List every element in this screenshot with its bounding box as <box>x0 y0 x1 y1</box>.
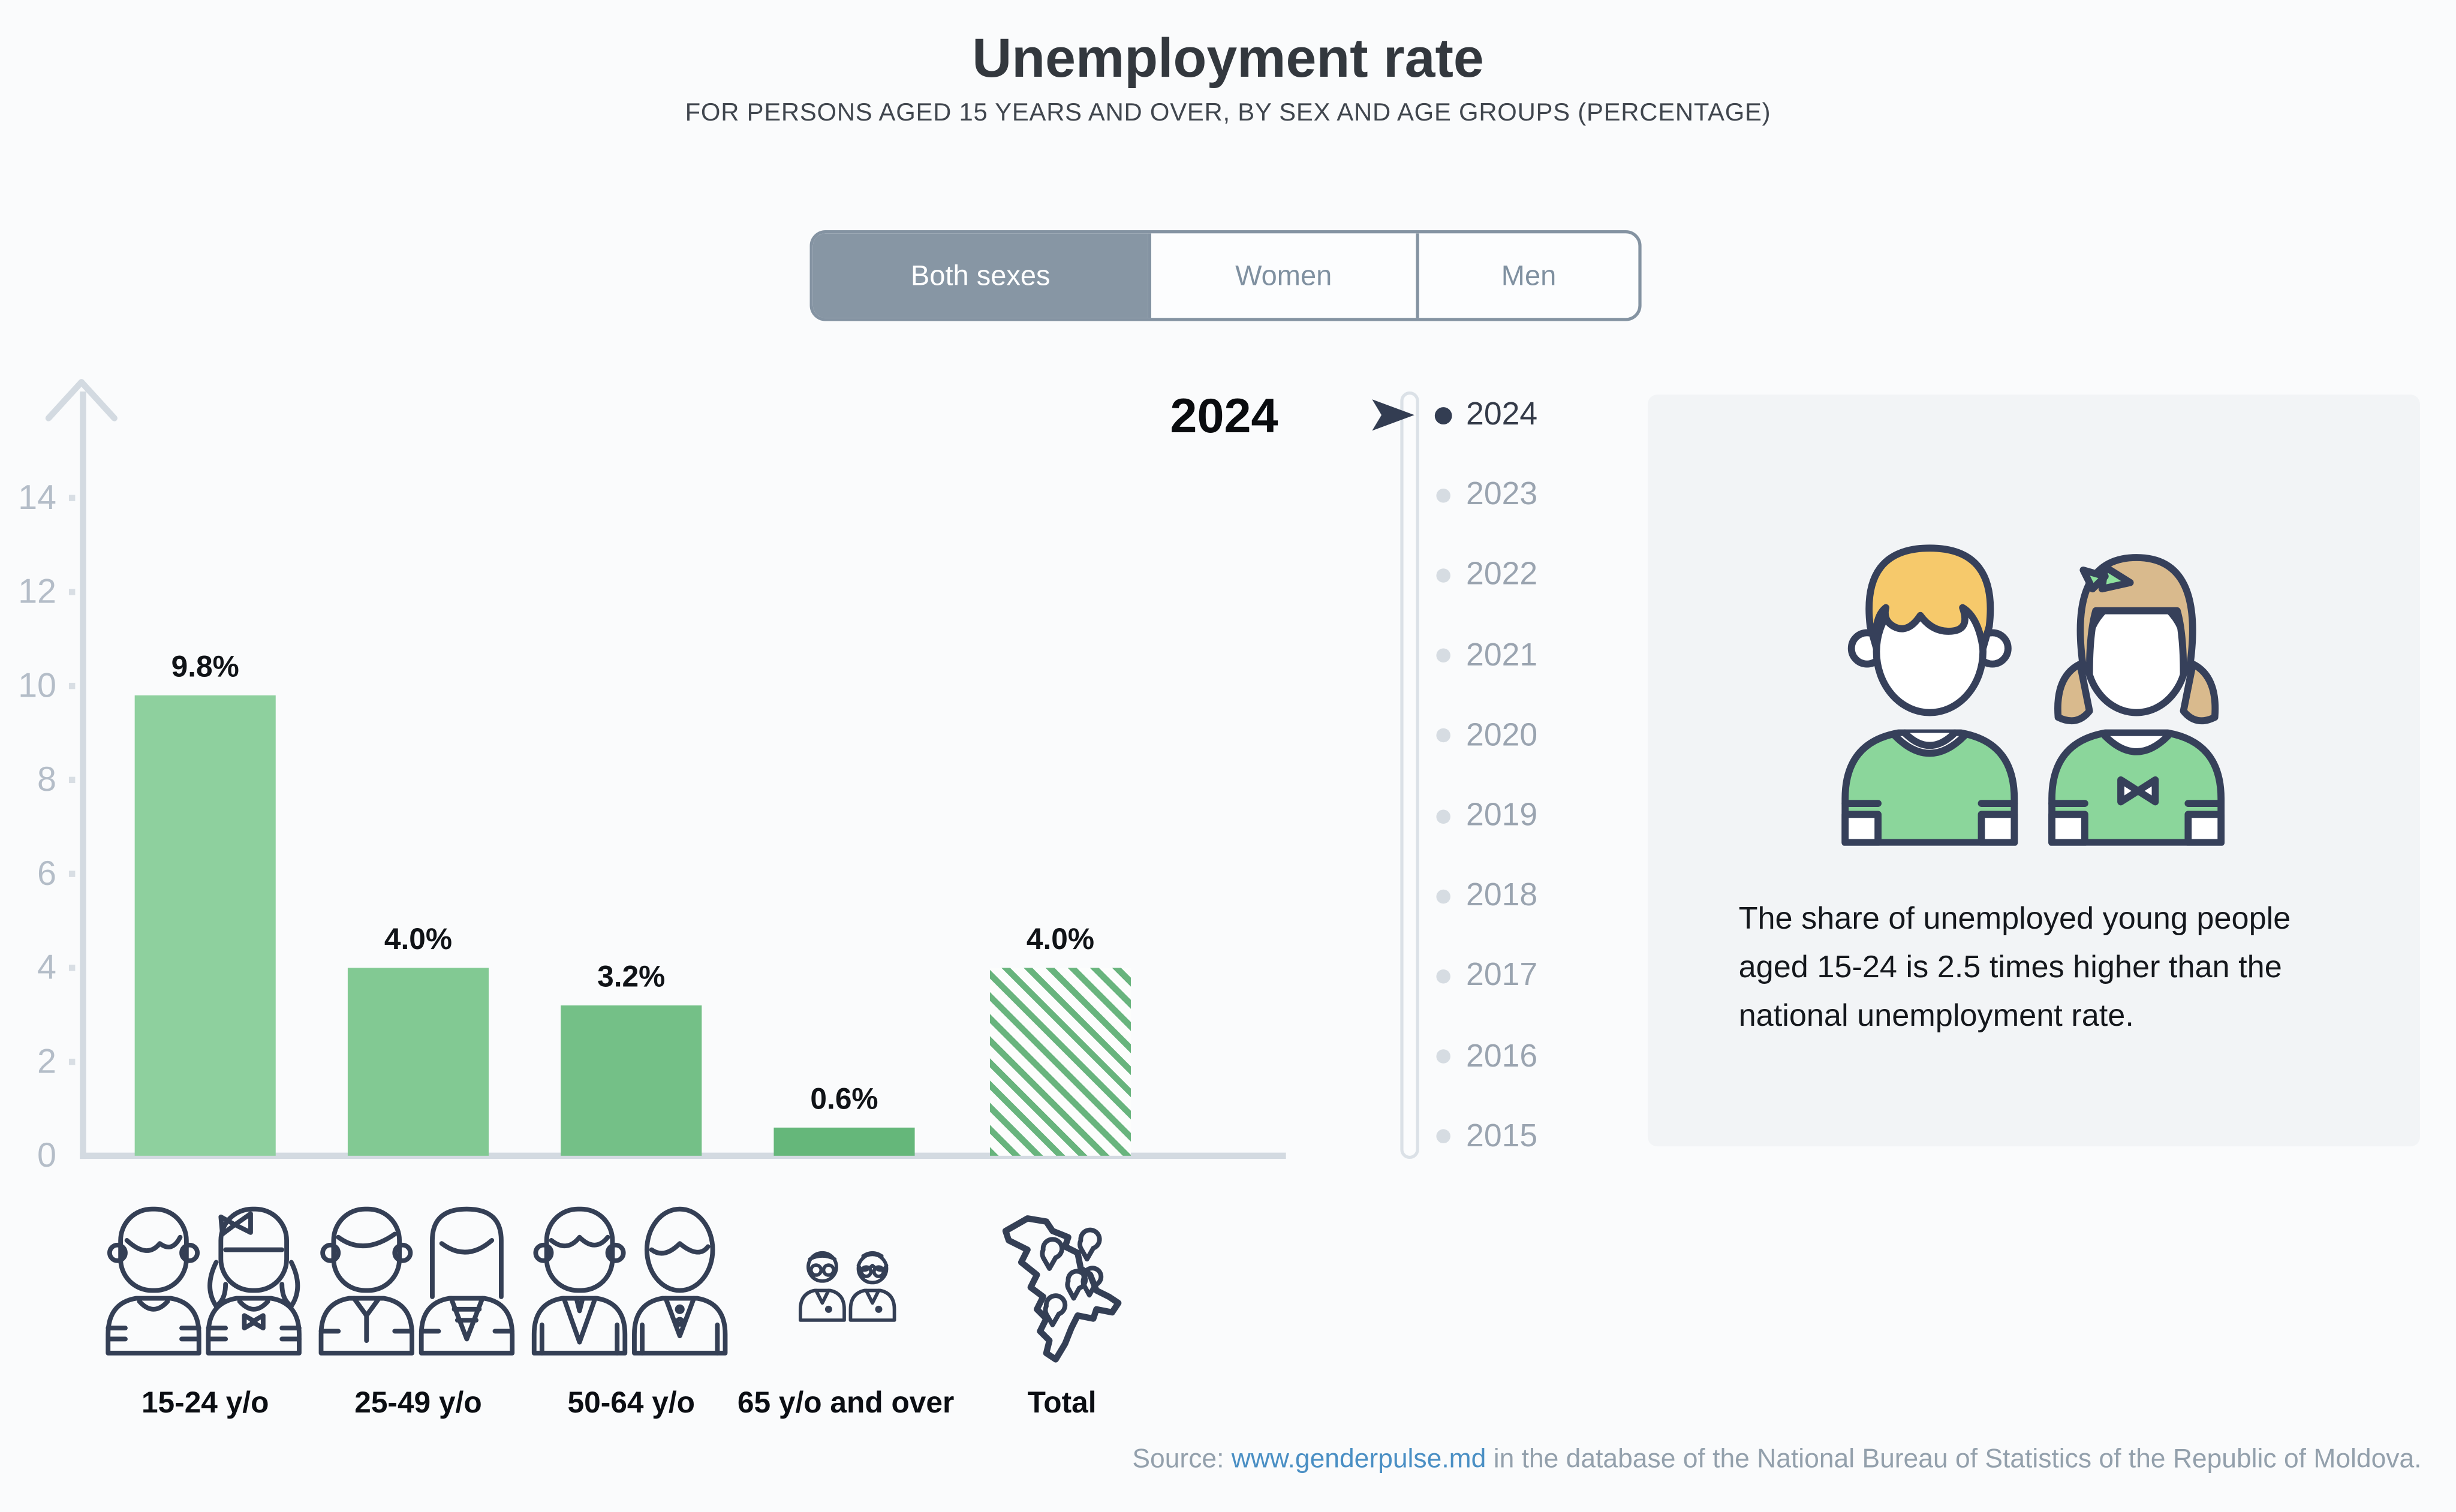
y-axis-tick-mark <box>68 682 76 689</box>
timeline-cursor-arrow-icon[interactable] <box>1372 399 1416 431</box>
elderly-pair-icon <box>797 1250 898 1322</box>
y-axis-tick-label: 6 <box>37 853 57 893</box>
sex-filter-tabs: Both sexes Women Men <box>809 230 1642 321</box>
age-group-label-15-24: 15-24 y/o <box>141 1387 269 1421</box>
timeline-year-2020[interactable]: 2020 <box>1466 716 1538 753</box>
y-axis-arrow-icon <box>45 379 118 421</box>
tab-men[interactable]: Men <box>1416 233 1638 318</box>
timeline-year-2019[interactable]: 2019 <box>1466 797 1538 833</box>
age-group-label-50-64: 50-64 y/o <box>567 1387 695 1421</box>
y-axis-tick-label: 2 <box>37 1041 57 1081</box>
timeline-track[interactable] <box>1400 391 1419 1159</box>
age-group-label-total: Total <box>1027 1387 1097 1421</box>
y-axis-tick-mark <box>68 871 76 877</box>
y-axis-tick-label: 4 <box>37 947 57 987</box>
y-axis-tick-mark <box>68 495 76 501</box>
y-axis-tick-mark <box>68 589 76 595</box>
y-axis-tick-label: 8 <box>37 759 57 799</box>
tab-women[interactable]: Women <box>1148 233 1416 318</box>
senior-suit-pair-icon <box>529 1203 730 1356</box>
timeline-year-dot-2018[interactable] <box>1435 888 1450 903</box>
info-panel: The share of unemployed young people age… <box>1648 394 2420 1147</box>
adult-pair-icon <box>317 1203 517 1356</box>
timeline-year-dot-2019[interactable] <box>1435 809 1450 823</box>
timeline-year-2022[interactable]: 2022 <box>1466 556 1538 593</box>
bar-65 y/o and over[interactable] <box>773 1127 915 1156</box>
page-title: Unemployment rate <box>972 28 1484 89</box>
timeline-year-dot-2023[interactable] <box>1435 488 1450 502</box>
timeline-year-2023[interactable]: 2023 <box>1466 476 1538 513</box>
timeline-year-dot-2015[interactable] <box>1435 1130 1450 1144</box>
age-group-label-25-49: 25-49 y/o <box>354 1387 482 1421</box>
bar-Total[interactable] <box>989 968 1131 1156</box>
timeline-year-2015[interactable]: 2015 <box>1466 1118 1538 1154</box>
bar-value-label: 9.8% <box>171 651 239 685</box>
timeline-year-dot-2017[interactable] <box>1435 969 1450 984</box>
info-text: The share of unemployed young people age… <box>1738 902 2291 1034</box>
x-axis <box>80 1152 1286 1159</box>
y-axis-tick-mark <box>68 965 76 971</box>
timeline-year-2016[interactable]: 2016 <box>1466 1037 1538 1074</box>
source-line: Source: www.genderpulse.md in the databa… <box>1132 1444 2421 1475</box>
timeline-year-dot-2024[interactable] <box>1434 406 1452 424</box>
source-link[interactable]: www.genderpulse.md <box>1231 1444 1486 1474</box>
bar-value-label: 4.0% <box>384 924 453 957</box>
y-axis-tick-label: 0 <box>37 1135 57 1175</box>
source-prefix: Source: <box>1132 1444 1232 1474</box>
bar-15-24 y/o[interactable] <box>134 695 276 1156</box>
tab-both-sexes[interactable]: Both sexes <box>812 233 1148 318</box>
y-axis-tick-label: 12 <box>18 571 57 611</box>
y-axis-tick-label: 14 <box>18 477 57 517</box>
timeline-year-dot-2021[interactable] <box>1435 648 1450 663</box>
timeline-year-2021[interactable]: 2021 <box>1466 637 1538 673</box>
y-axis-tick-mark <box>68 776 76 784</box>
timeline-year-dot-2016[interactable] <box>1435 1049 1450 1064</box>
timeline-year-dot-2022[interactable] <box>1435 568 1450 583</box>
timeline-year-2017[interactable]: 2017 <box>1466 957 1538 994</box>
y-axis <box>80 391 86 1159</box>
y-axis-tick-mark <box>68 1058 76 1065</box>
source-suffix: in the database of the National Bureau o… <box>1486 1444 2422 1474</box>
bar-value-label: 3.2% <box>597 961 666 995</box>
y-axis-tick-label: 10 <box>18 665 57 705</box>
age-group-label-65-over: 65 y/o and over <box>737 1387 955 1421</box>
timeline-year-dot-2020[interactable] <box>1435 728 1450 743</box>
moldova-map-icon <box>1000 1209 1128 1369</box>
bar-value-label: 0.6% <box>810 1083 878 1117</box>
bar-25-49 y/o[interactable] <box>347 968 489 1156</box>
timeline-year-2018[interactable]: 2018 <box>1466 877 1538 914</box>
bar-value-label: 4.0% <box>1026 924 1095 957</box>
bar-50-64 y/o[interactable] <box>561 1005 702 1156</box>
page-subtitle: FOR PERSONS AGED 15 YEARS AND OVER, BY S… <box>685 100 1771 127</box>
timeline-year-2024[interactable]: 2024 <box>1466 396 1538 432</box>
young-pair-icon <box>103 1203 303 1356</box>
chart-year-label: 2024 <box>1170 388 1278 444</box>
boy-and-girl-green-shirts-illustration <box>1841 544 2225 846</box>
